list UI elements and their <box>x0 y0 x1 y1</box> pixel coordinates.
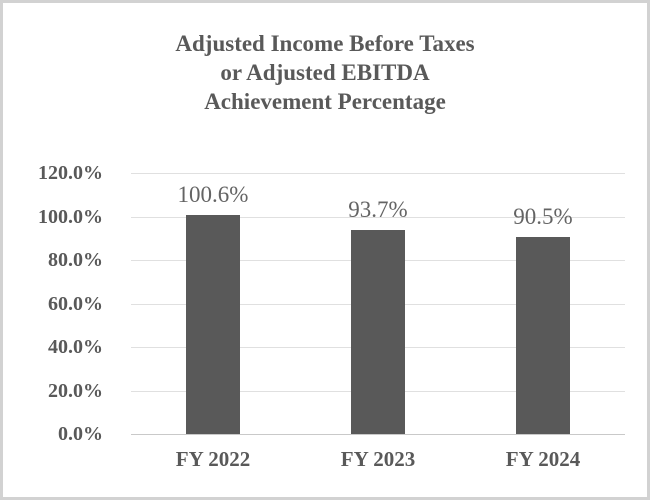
bar-value-label: 93.7% <box>348 197 408 222</box>
plot-area: 0.0% 20.0% 40.0% 60.0% 80.0% 100.0% 120.0% 100.… <box>3 3 647 497</box>
x-axis-line <box>131 434 625 435</box>
y-axis-tick-label: 0.0% <box>58 423 103 445</box>
bar-value-label: 90.5% <box>513 204 573 229</box>
gridline <box>131 217 625 218</box>
chart-title-line-2: or Adjusted EBITDA <box>220 60 430 85</box>
y-axis-tick-label: 100.0% <box>38 206 103 228</box>
y-axis-tick-label: 40.0% <box>48 336 103 358</box>
chart-title-line-3: Achievement Percentage <box>204 89 446 114</box>
x-axis-category-label: FY 2023 <box>340 447 416 471</box>
chart-title: Adjusted Income Before Taxes or Adjusted… <box>3 29 647 116</box>
chart-title-line-1: Adjusted Income Before Taxes <box>175 31 475 56</box>
x-axis-category-label: FY 2022 <box>175 447 251 471</box>
gridline <box>131 173 625 174</box>
bar-value-label: 100.6% <box>177 182 249 207</box>
bar-fy-2024 <box>516 237 570 434</box>
y-axis-tick-label: 120.0% <box>38 162 103 184</box>
bar-fy-2023 <box>351 230 405 434</box>
bar-fy-2022 <box>186 215 240 434</box>
x-axis-category-label: FY 2024 <box>505 447 581 471</box>
y-axis-tick-label: 60.0% <box>48 293 103 315</box>
y-axis-tick-label: 80.0% <box>48 249 103 271</box>
y-axis-tick-label: 20.0% <box>48 380 103 402</box>
